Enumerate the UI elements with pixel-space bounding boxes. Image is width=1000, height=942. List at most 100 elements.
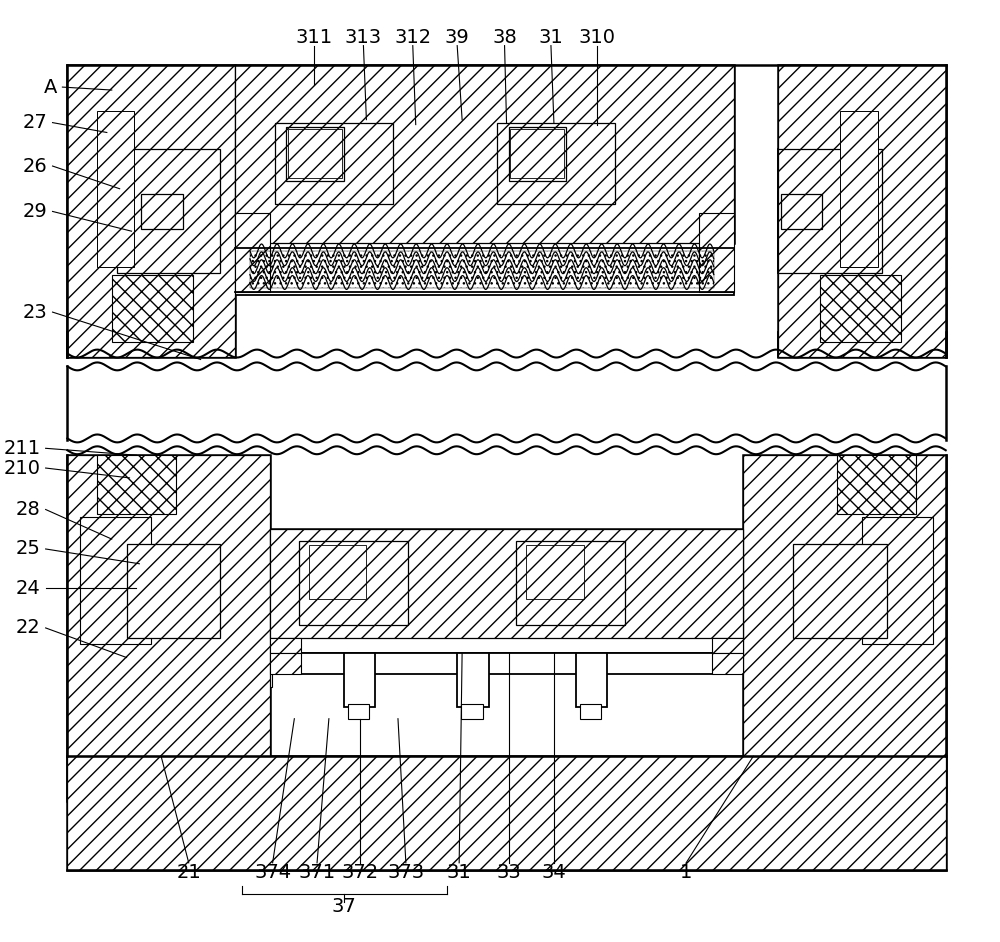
Bar [258,662,272,687]
Bar [321,181,335,203]
Bar [67,756,946,869]
Bar [516,541,625,625]
Bar [837,455,916,514]
Text: 371: 371 [298,863,336,882]
Bar [497,122,615,203]
Bar [837,107,882,270]
Bar [461,704,483,719]
Bar [348,704,369,719]
Text: A: A [44,77,57,97]
Bar [67,455,270,801]
Bar [840,111,878,267]
Bar [250,200,724,211]
Bar [112,77,120,87]
Text: 372: 372 [342,863,379,882]
Bar [526,545,584,599]
Bar [543,181,557,203]
Bar [309,545,366,599]
Bar [74,512,158,650]
Bar [270,638,301,653]
Bar [712,653,743,674]
Bar [270,638,743,653]
Bar [324,199,332,203]
Text: 29: 29 [23,202,48,221]
Bar [699,214,734,292]
Bar [526,545,584,599]
Bar [288,128,342,178]
Bar [80,517,151,643]
Bar [67,756,946,869]
Bar [270,653,301,674]
Bar [783,243,803,257]
Bar [112,275,193,342]
Bar [74,645,217,744]
Bar [510,128,564,178]
Bar [235,65,734,243]
Bar [868,73,878,107]
Bar [117,149,220,272]
Bar [712,638,743,653]
Bar [797,547,884,634]
Bar [781,194,822,229]
Text: 23: 23 [23,302,48,321]
Bar [778,192,825,231]
Bar [67,332,235,356]
Bar [743,455,946,801]
Bar [67,455,270,801]
Bar [309,545,366,599]
Text: 210: 210 [4,459,41,478]
Bar [576,653,607,706]
Text: 22: 22 [16,618,41,638]
Bar [130,547,216,634]
Bar [820,275,901,342]
Text: 25: 25 [16,540,41,559]
Bar [743,455,946,801]
Bar [235,211,734,296]
Bar [94,107,138,270]
Text: 26: 26 [23,156,48,175]
Bar [299,541,408,625]
Bar [127,544,220,638]
Text: 28: 28 [16,500,41,519]
Bar [284,537,729,631]
Bar [141,194,183,229]
Bar [67,65,235,356]
Bar [92,69,186,142]
Text: 311: 311 [296,28,333,47]
Bar [778,65,946,356]
Bar [497,122,615,203]
Bar [840,73,852,107]
Bar [275,122,393,203]
Bar [122,228,186,256]
Text: 211: 211 [4,439,41,458]
Bar [127,544,220,638]
Text: 374: 374 [254,863,291,882]
Bar [100,73,112,107]
Bar [822,80,877,307]
Bar [509,126,566,181]
Bar [286,126,344,181]
Bar [120,77,128,87]
Bar [250,120,724,203]
Text: 313: 313 [345,28,382,47]
Text: 27: 27 [23,113,48,132]
Text: 34: 34 [542,863,566,882]
Bar [286,126,344,181]
Bar [793,544,887,638]
Bar [87,80,141,307]
Bar [270,529,743,638]
Text: 38: 38 [492,28,517,47]
Bar [128,73,137,107]
Bar [778,149,882,272]
Bar [778,65,946,356]
Bar [138,192,186,231]
Text: 21: 21 [176,863,201,882]
Bar [860,77,868,87]
Bar [270,653,743,674]
Bar [827,69,921,142]
Text: 1: 1 [680,863,692,882]
Bar [97,111,134,267]
Bar [97,455,176,514]
Bar [778,228,842,256]
Bar [509,126,566,181]
